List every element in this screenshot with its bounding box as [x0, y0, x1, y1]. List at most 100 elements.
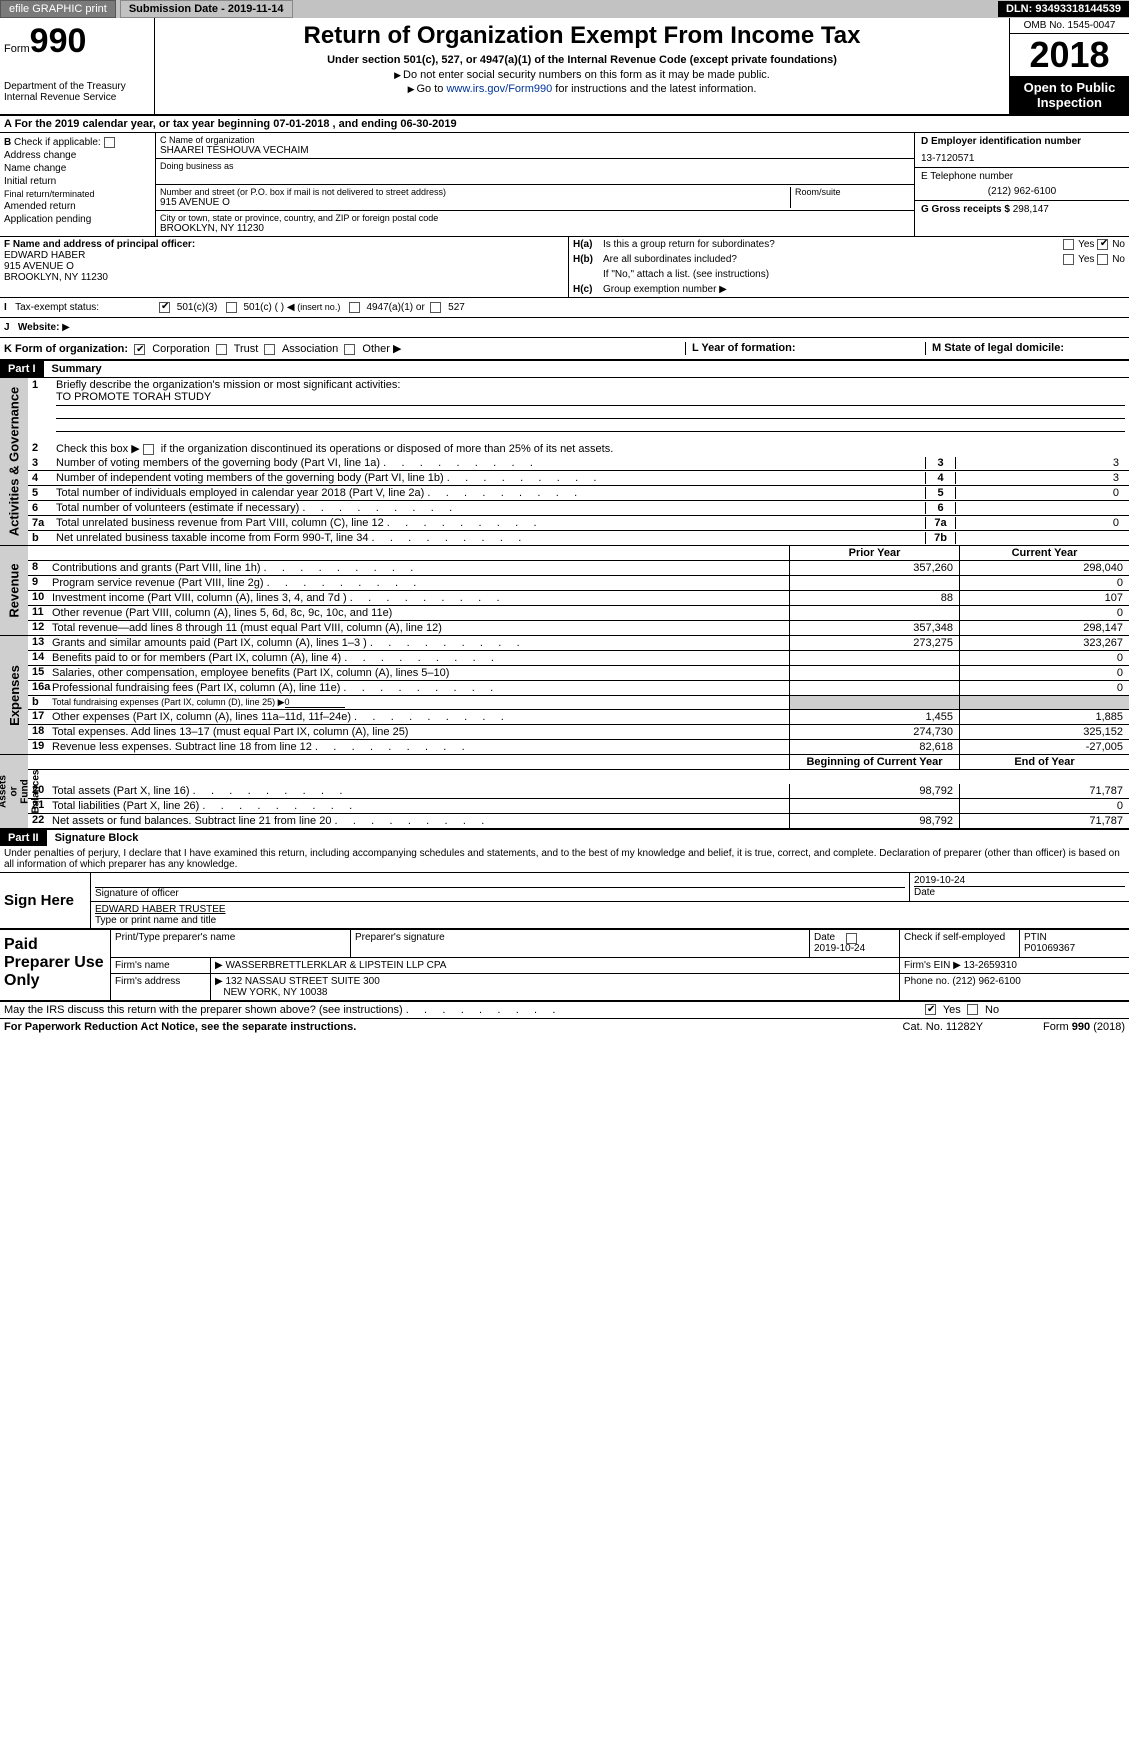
val4: 3: [955, 472, 1125, 484]
hdr-current-year: Current Year: [959, 546, 1129, 560]
v8c: 298,040: [959, 561, 1129, 575]
chk-501c3[interactable]: [159, 302, 170, 313]
v14p: [789, 651, 959, 665]
v17p: 1,455: [789, 710, 959, 724]
val5: 0: [955, 487, 1125, 499]
opt-app-pending: Application pending: [4, 214, 91, 225]
dept-treasury: Department of the Treasury Internal Reve…: [4, 81, 150, 103]
officer-addr1: 915 AVENUE O: [4, 261, 564, 272]
opt-amended: Amended return: [4, 201, 76, 212]
line17: Other expenses (Part IX, column (A), lin…: [52, 710, 789, 724]
form-title: Return of Organization Exempt From Incom…: [159, 22, 1005, 50]
line14: Benefits paid to or for members (Part IX…: [52, 651, 789, 665]
line12: Total revenue—add lines 8 through 11 (mu…: [52, 621, 789, 635]
v10p: 88: [789, 591, 959, 605]
line15: Salaries, other compensation, employee b…: [52, 666, 789, 680]
chk-self-emp[interactable]: [846, 933, 857, 944]
v16p: [789, 681, 959, 695]
v9c: 0: [959, 576, 1129, 590]
dba-label: Doing business as: [160, 161, 910, 171]
hc-text: Group exemption number: [603, 284, 716, 295]
ha-yes[interactable]: [1063, 239, 1074, 250]
omb-number: OMB No. 1545-0047: [1010, 18, 1129, 34]
part1-title: Summary: [44, 361, 110, 377]
cat-no: Cat. No. 11282Y: [903, 1021, 984, 1033]
line13: Grants and similar amounts paid (Part IX…: [52, 636, 789, 650]
i-label: Tax-exempt status:: [15, 302, 99, 313]
line11: Other revenue (Part VIII, column (A), li…: [52, 606, 789, 620]
hb-yes[interactable]: [1063, 254, 1074, 265]
ph-label: Phone no.: [904, 976, 952, 987]
hb-no[interactable]: [1097, 254, 1108, 265]
side-expenses: Expenses: [0, 636, 28, 754]
hdr-end-year: End of Year: [959, 755, 1129, 769]
line19: Revenue less expenses. Subtract line 18 …: [52, 740, 789, 754]
v20p: 98,792: [789, 784, 959, 798]
ha-no[interactable]: [1097, 239, 1108, 250]
part2-title: Signature Block: [47, 830, 147, 846]
discuss-no[interactable]: [967, 1004, 978, 1015]
chk-501c[interactable]: [226, 302, 237, 313]
submission-date: Submission Date - 2019-11-14: [120, 0, 293, 18]
irs-link[interactable]: www.irs.gov/Form990: [446, 83, 552, 95]
city-label: City or town, state or province, country…: [160, 213, 910, 223]
form-number: Form990: [4, 22, 150, 61]
line20: Total assets (Part X, line 16): [52, 784, 789, 798]
part1-bar: Part I: [0, 361, 44, 377]
hdr-begin-year: Beginning of Current Year: [789, 755, 959, 769]
officer-name: EDWARD HABER: [4, 250, 564, 261]
phone-value: (212) 962-6100: [921, 182, 1123, 197]
opt-address-change: Address change: [4, 150, 76, 161]
chk-4947[interactable]: [349, 302, 360, 313]
v8p: 357,260: [789, 561, 959, 575]
chk-other[interactable]: [344, 344, 355, 355]
col-b-checkboxes: B Check if applicable: Address change Na…: [0, 133, 155, 236]
chk-corp[interactable]: [134, 344, 145, 355]
line8: Contributions and grants (Part VIII, lin…: [52, 561, 789, 575]
v12c: 298,147: [959, 621, 1129, 635]
line6: Total number of volunteers (estimate if …: [56, 502, 925, 514]
line3: Number of voting members of the governin…: [56, 457, 925, 469]
chk-527[interactable]: [430, 302, 441, 313]
ph-val: (212) 962-6100: [952, 976, 1020, 987]
line21: Total liabilities (Part X, line 26): [52, 799, 789, 813]
chk-discontinued[interactable]: [143, 444, 154, 455]
part2-bar: Part II: [0, 830, 47, 846]
v18p: 274,730: [789, 725, 959, 739]
v21c: 0: [959, 799, 1129, 813]
row-a-tax-year: A For the 2019 calendar year, or tax yea…: [0, 116, 1129, 133]
val7a: 0: [955, 517, 1125, 529]
v14c: 0: [959, 651, 1129, 665]
sig-date: 2019-10-24: [914, 875, 1125, 886]
ps-label: Preparer's signature: [355, 932, 445, 943]
gross-receipts: 298,147: [1013, 204, 1049, 215]
org-address: 915 AVENUE O: [160, 197, 790, 208]
line18: Total expenses. Add lines 13–17 (must eq…: [52, 725, 789, 739]
v9p: [789, 576, 959, 590]
mission-text: TO PROMOTE TORAH STUDY: [56, 391, 211, 403]
sign-here-label: Sign Here: [0, 873, 90, 928]
line10: Investment income (Part VIII, column (A)…: [52, 591, 789, 605]
perjury-text: Under penalties of perjury, I declare th…: [0, 846, 1129, 873]
addr-label: Number and street (or P.O. box if mail i…: [160, 187, 790, 197]
form-subtitle: Under section 501(c), 527, or 4947(a)(1)…: [159, 54, 1005, 66]
line16b: Total fundraising expenses (Part IX, col…: [52, 696, 789, 709]
v13p: 273,275: [789, 636, 959, 650]
line16a: Professional fundraising fees (Part IX, …: [52, 681, 789, 695]
fein-label: Firm's EIN: [904, 960, 950, 971]
check-applicable[interactable]: [104, 137, 115, 148]
f-officer-label: F Name and address of principal officer:: [4, 239, 564, 250]
v21p: [789, 799, 959, 813]
v22p: 98,792: [789, 814, 959, 828]
v17c: 1,885: [959, 710, 1129, 724]
side-net-assets: Net Assets or Fund Balances: [0, 755, 28, 828]
typed-label: Type or print name and title: [95, 915, 1125, 926]
room-label: Room/suite: [795, 187, 910, 197]
efile-button[interactable]: efile GRAPHIC print: [0, 0, 116, 18]
v22c: 71,787: [959, 814, 1129, 828]
discuss-yes[interactable]: [925, 1004, 936, 1015]
d-ein-label: D Employer identification number: [921, 136, 1123, 147]
chk-trust[interactable]: [216, 344, 227, 355]
inst-link: Go to www.irs.gov/Form990 for instructio…: [159, 83, 1005, 95]
chk-assoc[interactable]: [264, 344, 275, 355]
